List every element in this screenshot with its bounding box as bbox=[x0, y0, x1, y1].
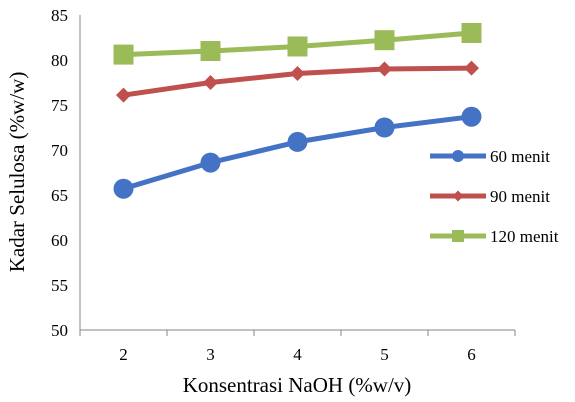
legend-item: 90 menit bbox=[430, 187, 550, 206]
legend-item: 60 menit bbox=[430, 147, 550, 166]
x-tick-label: 4 bbox=[293, 345, 302, 364]
data-point bbox=[200, 41, 221, 61]
data-point bbox=[113, 178, 134, 199]
data-point bbox=[374, 117, 395, 138]
axes bbox=[79, 15, 515, 331]
legend: 60 menit 90 menit 120 menit bbox=[430, 147, 559, 246]
data-point bbox=[113, 44, 134, 65]
x-tick-label: 6 bbox=[467, 345, 476, 364]
legend-marker bbox=[452, 150, 464, 162]
y-tick-label: 80 bbox=[51, 51, 68, 70]
data-point bbox=[461, 23, 482, 43]
legend-label: 90 menit bbox=[490, 187, 550, 206]
data-point bbox=[377, 61, 392, 77]
x-tick-label: 3 bbox=[206, 345, 215, 364]
y-tick-label: 50 bbox=[51, 321, 68, 340]
legend-item: 120 menit bbox=[430, 227, 559, 246]
data-point bbox=[116, 87, 131, 103]
data-point bbox=[287, 131, 308, 152]
legend-label: 60 menit bbox=[490, 147, 550, 166]
legend-label: 120 menit bbox=[490, 227, 559, 246]
data-point bbox=[290, 66, 305, 81]
data-point bbox=[464, 60, 479, 76]
data-point bbox=[287, 36, 308, 57]
legend-marker bbox=[452, 230, 464, 242]
y-tick-label: 55 bbox=[51, 276, 68, 295]
y-tick-label: 70 bbox=[51, 141, 68, 160]
data-point bbox=[374, 30, 395, 51]
data-point bbox=[203, 75, 218, 90]
series-60-menit bbox=[113, 106, 482, 199]
y-tick-label: 85 bbox=[51, 6, 68, 25]
x-tick-label: 5 bbox=[380, 345, 389, 364]
series-90-menit bbox=[116, 60, 479, 103]
series-line bbox=[121, 114, 474, 192]
y-axis-title: Kadar Selulosa (%w/w) bbox=[5, 72, 29, 273]
y-tick-label: 65 bbox=[51, 186, 68, 205]
x-tick-label: 2 bbox=[119, 345, 128, 364]
y-ticks: 50 55 60 65 70 75 80 85 bbox=[51, 6, 68, 340]
series-layer bbox=[113, 23, 482, 199]
y-tick-label: 75 bbox=[51, 96, 68, 115]
y-tick-label: 60 bbox=[51, 231, 68, 250]
data-point bbox=[200, 152, 221, 173]
x-axis-title: Konsentrasi NaOH (%w/v) bbox=[183, 373, 412, 397]
legend-marker bbox=[452, 190, 464, 202]
x-ticks: 2 3 4 5 6 bbox=[79, 330, 516, 364]
data-point bbox=[461, 106, 482, 127]
series-120-menit bbox=[113, 23, 482, 65]
